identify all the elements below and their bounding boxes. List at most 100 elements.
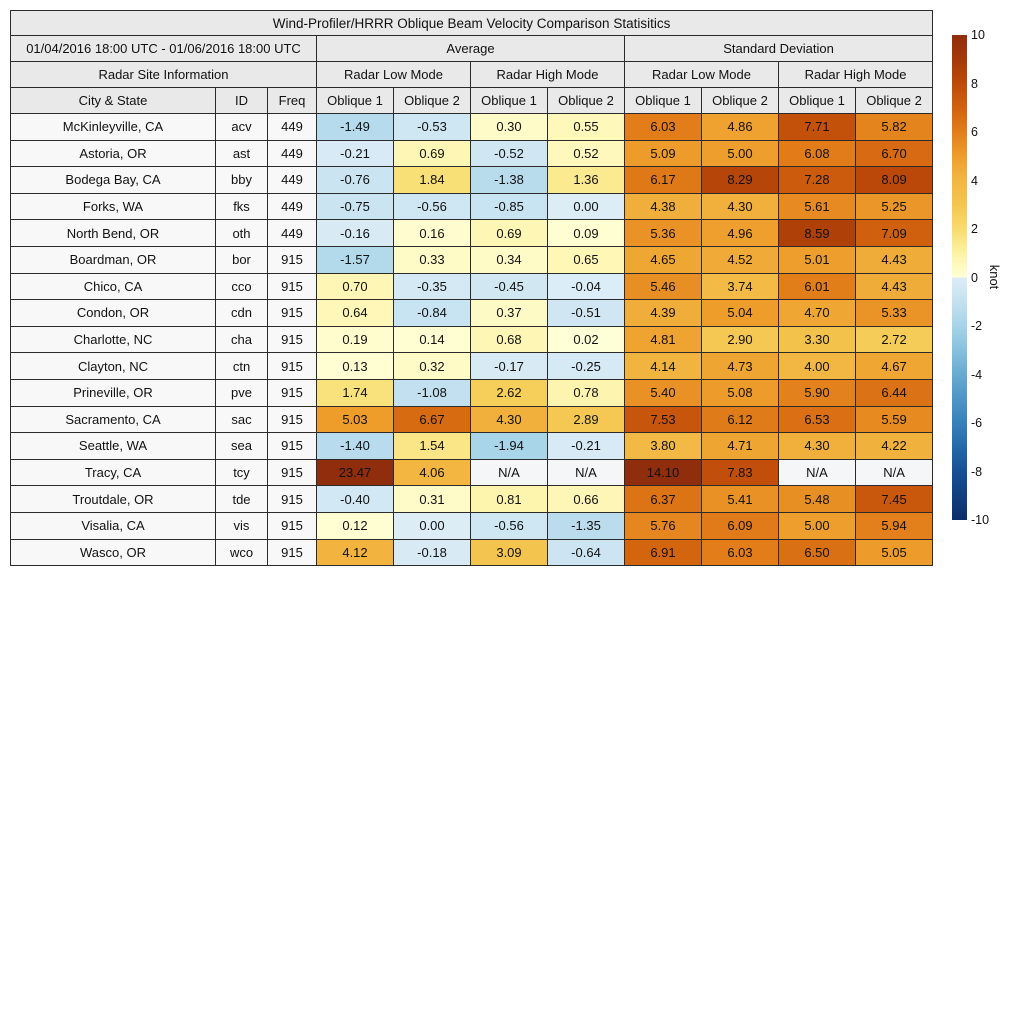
value-cell-avg_low_oblique2: 0.14	[393, 325, 471, 354]
table-row: Charlotte, NC cha 915 0.19 0.14 0.68 0.02 4.81 2…	[10, 325, 934, 354]
value-cell-std_low_oblique2: 6.12	[701, 405, 779, 434]
city-cell: Condon, OR	[10, 299, 216, 327]
value-cell-std_high_oblique1: 6.08	[778, 139, 856, 168]
value-cell-avg_high_oblique2: 0.66	[547, 485, 625, 513]
id-cell: wco	[215, 538, 268, 567]
value-cell-std_low_oblique1: 6.03	[624, 113, 702, 141]
table-row: Sacramento, CA sac 915 5.03 6.67 4.30 2.89 7.53…	[10, 405, 934, 434]
value-cell-avg_high_oblique1: N/A	[470, 458, 548, 487]
freq-cell: 449	[267, 192, 317, 221]
table-row: Astoria, OR ast 449 -0.21 0.69 -0.52 0.52 5.09 5…	[10, 139, 934, 168]
value-cell-avg_high_oblique2: -0.04	[547, 272, 625, 301]
colorbar-tick-label: 10	[971, 28, 985, 42]
city-cell: Visalia, CA	[10, 511, 216, 540]
value-cell-avg_high_oblique2: -0.64	[547, 538, 625, 567]
value-cell-avg_high_oblique1: 3.09	[470, 538, 548, 567]
value-cell-std_high_oblique2: 7.09	[854, 219, 934, 247]
city-cell: Prineville, OR	[10, 378, 216, 407]
value-cell-avg_low_oblique1: 23.47	[316, 458, 394, 487]
col-header-oblique1: Oblique 1	[778, 87, 856, 114]
value-cell-std_high_oblique2: 5.33	[854, 299, 934, 327]
value-cell-std_high_oblique2: N/A	[854, 458, 934, 487]
colorbar-tick-label: 2	[971, 222, 978, 236]
value-cell-avg_low_oblique1: 5.03	[316, 405, 394, 434]
value-cell-std_low_oblique2: 4.96	[701, 219, 779, 247]
table-row: McKinleyville, CA acv 449 -1.49 -0.53 0.30 0.5…	[10, 113, 934, 141]
value-cell-std_low_oblique2: 8.29	[701, 166, 779, 194]
value-cell-avg_high_oblique2: 0.65	[547, 245, 625, 274]
value-cell-avg_high_oblique1: -0.85	[470, 192, 548, 221]
freq-cell: 915	[267, 511, 317, 540]
value-cell-avg_low_oblique1: 4.12	[316, 538, 394, 567]
city-cell: Troutdale, OR	[10, 485, 216, 513]
id-cell: vis	[215, 511, 268, 540]
value-cell-std_high_oblique2: 6.44	[854, 378, 934, 407]
value-cell-avg_high_oblique2: 0.55	[547, 113, 625, 141]
value-cell-avg_high_oblique2: -0.21	[547, 432, 625, 460]
id-cell: bor	[215, 245, 268, 274]
value-cell-avg_low_oblique1: 1.74	[316, 378, 394, 407]
value-cell-avg_low_oblique1: -1.49	[316, 113, 394, 141]
table-title: Wind-Profiler/HRRR Oblique Beam Velocity…	[9, 10, 934, 36]
value-cell-avg_low_oblique2: -0.18	[393, 538, 471, 567]
city-cell: Boardman, OR	[10, 245, 216, 274]
value-cell-avg_high_oblique2: 0.52	[547, 139, 625, 168]
value-cell-std_low_oblique2: 5.00	[701, 139, 779, 168]
table-row: Bodega Bay, CA bby 449 -0.76 1.84 -1.38 1.36 6.…	[10, 166, 934, 194]
value-cell-avg_low_oblique2: -0.53	[393, 113, 471, 141]
value-cell-avg_low_oblique1: -0.76	[316, 166, 394, 194]
value-cell-std_high_oblique1: 6.50	[778, 538, 856, 567]
value-cell-std_high_oblique2: 4.67	[854, 352, 934, 380]
value-cell-std_high_oblique1: 8.59	[778, 219, 856, 247]
value-cell-std_low_oblique2: 5.41	[701, 485, 779, 513]
freq-cell: 915	[267, 352, 317, 380]
col-header-oblique1: Oblique 1	[624, 87, 702, 114]
col-header-id: ID	[215, 87, 268, 114]
value-cell-avg_low_oblique2: -0.35	[393, 272, 471, 301]
id-cell: bby	[215, 166, 268, 194]
value-cell-avg_high_oblique2: 1.36	[547, 166, 625, 194]
value-cell-std_high_oblique1: 6.53	[778, 405, 856, 434]
value-cell-std_low_oblique2: 6.03	[701, 538, 779, 567]
col-header-city-state: City & State	[10, 87, 216, 114]
colorbar-tick-label: -8	[971, 464, 983, 479]
id-cell: tde	[215, 485, 268, 513]
city-cell: Clayton, NC	[10, 352, 216, 380]
value-cell-avg_high_oblique1: 2.62	[470, 378, 548, 407]
value-cell-std_low_oblique1: 14.10	[624, 458, 702, 487]
value-cell-avg_low_oblique1: 0.12	[316, 511, 394, 540]
value-cell-std_low_oblique1: 5.36	[624, 219, 702, 247]
value-cell-avg_low_oblique2: 0.33	[393, 245, 471, 274]
col-header-freq: Freq	[267, 87, 317, 114]
value-cell-avg_high_oblique1: -0.52	[470, 139, 548, 168]
site-info-header: Radar Site Information	[10, 61, 317, 88]
col-header-oblique2: Oblique 2	[393, 87, 471, 114]
value-cell-avg_low_oblique2: 0.69	[393, 139, 471, 168]
value-cell-avg_low_oblique2: 0.31	[393, 485, 471, 513]
value-cell-avg_high_oblique1: 0.30	[470, 113, 548, 141]
value-cell-avg_high_oblique2: -1.35	[547, 511, 625, 540]
value-cell-std_low_oblique2: 5.04	[701, 299, 779, 327]
value-cell-std_low_oblique1: 5.46	[624, 272, 702, 301]
value-cell-std_high_oblique2: 8.09	[854, 166, 934, 194]
avg-low-mode-header: Radar Low Mode	[316, 61, 471, 88]
value-cell-avg_low_oblique1: -1.40	[316, 432, 394, 460]
value-cell-avg_high_oblique1: 4.30	[470, 405, 548, 434]
value-cell-std_low_oblique2: 6.09	[701, 511, 779, 540]
value-cell-std_low_oblique1: 4.14	[624, 352, 702, 380]
id-cell: ctn	[215, 352, 268, 380]
value-cell-avg_high_oblique1: 0.37	[470, 299, 548, 327]
value-cell-std_low_oblique2: 4.73	[701, 352, 779, 380]
value-cell-std_low_oblique1: 7.53	[624, 405, 702, 434]
id-cell: oth	[215, 219, 268, 247]
freq-cell: 915	[267, 245, 317, 274]
value-cell-avg_low_oblique1: -0.21	[316, 139, 394, 168]
id-cell: sac	[215, 405, 268, 434]
value-cell-avg_high_oblique1: 0.81	[470, 485, 548, 513]
value-cell-avg_low_oblique2: 1.54	[393, 432, 471, 460]
freq-cell: 449	[267, 166, 317, 194]
date-range-label: 01/04/2016 18:00 UTC - 01/06/2016 18:00 …	[10, 35, 317, 62]
freq-cell: 915	[267, 458, 317, 487]
value-cell-std_low_oblique1: 5.09	[624, 139, 702, 168]
std-low-mode-header: Radar Low Mode	[624, 61, 779, 88]
